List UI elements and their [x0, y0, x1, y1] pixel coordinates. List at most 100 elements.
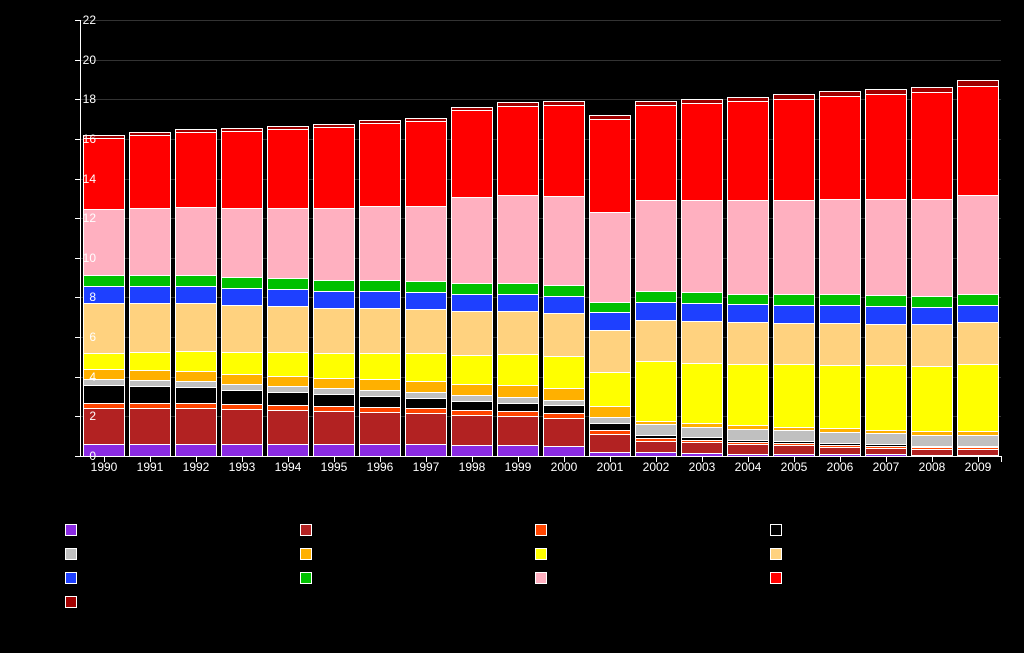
bar-segment-series-09	[865, 306, 906, 324]
legend-swatch	[535, 524, 547, 536]
bar-segment-series-02	[267, 410, 308, 444]
bar-segment-series-01	[313, 444, 354, 456]
legend-item-series-05	[65, 548, 300, 560]
y-tick-label: 0	[24, 449, 96, 463]
bar-column	[911, 87, 952, 456]
bar-segment-series-05	[635, 424, 676, 435]
bar-segment-series-11	[819, 199, 860, 294]
legend-item-series-01	[65, 524, 300, 536]
x-tick-label: 1993	[229, 460, 256, 474]
bar-segment-series-08	[359, 308, 400, 353]
y-tick-label: 8	[24, 290, 96, 304]
bar-segment-series-11	[865, 199, 906, 295]
x-tick-label: 2006	[827, 460, 854, 474]
bar-segment-series-08	[911, 324, 952, 366]
bar-segment-series-12	[957, 86, 998, 195]
bar-segment-series-04	[405, 398, 446, 409]
bar-segment-series-09	[727, 304, 768, 322]
bar-segment-series-07	[681, 363, 722, 423]
bar-segment-series-01	[543, 446, 584, 456]
bar-column	[313, 124, 354, 456]
legend-swatch	[300, 572, 312, 584]
bar-column	[451, 107, 492, 456]
bar-segment-series-08	[773, 323, 814, 365]
x-tick-label: 1994	[275, 460, 302, 474]
bar-segment-series-12	[543, 105, 584, 196]
bar-segment-series-11	[681, 200, 722, 292]
legend-swatch	[65, 548, 77, 560]
bar-segment-series-12	[681, 103, 722, 200]
bar-segment-series-08	[543, 313, 584, 356]
legend-swatch	[535, 572, 547, 584]
bar-segment-series-07	[175, 351, 216, 371]
bar-segment-series-02	[543, 418, 584, 446]
bar-segment-series-07	[865, 365, 906, 429]
bar-segment-series-07	[313, 353, 354, 378]
bar-segment-series-12	[129, 135, 170, 208]
bar-segment-series-10	[819, 294, 860, 305]
bar-column	[681, 99, 722, 456]
bar-segment-series-10	[267, 278, 308, 289]
bar-segment-series-10	[221, 277, 262, 288]
bar-segment-series-06	[359, 379, 400, 390]
bar-segment-series-08	[451, 311, 492, 355]
bar-segment-series-08	[83, 303, 124, 353]
bar-segment-series-04	[451, 401, 492, 411]
bar-segment-series-06	[543, 388, 584, 400]
bar-segment-series-06	[267, 376, 308, 386]
bar-segment-series-02	[221, 409, 262, 444]
legend-item-series-08	[770, 548, 1005, 560]
bar-segment-series-04	[497, 403, 538, 412]
bar-segment-series-10	[451, 283, 492, 294]
bar-segment-series-10	[83, 275, 124, 286]
bar-segment-series-07	[957, 364, 998, 431]
bar-segment-series-08	[267, 306, 308, 352]
bar-column	[865, 89, 906, 456]
x-tick-label: 2003	[689, 460, 716, 474]
bar-segment-series-01	[175, 444, 216, 456]
bar-segment-series-09	[497, 294, 538, 312]
bar-segment-series-09	[405, 292, 446, 310]
bar-segment-series-11	[129, 208, 170, 274]
bar-segment-series-04	[267, 392, 308, 406]
bar-segment-series-09	[451, 294, 492, 312]
bar-segment-series-12	[589, 119, 630, 212]
bar-segment-series-02	[497, 416, 538, 445]
bar-segment-series-11	[175, 207, 216, 274]
bar-segment-series-08	[681, 321, 722, 363]
legend-swatch	[65, 596, 77, 608]
bar-segment-series-02	[359, 412, 400, 444]
bar-segment-series-10	[313, 280, 354, 291]
bar-segment-series-09	[957, 305, 998, 323]
bar-segment-series-12	[405, 121, 446, 206]
bar-segment-series-06	[175, 371, 216, 381]
bar-segment-series-10	[957, 294, 998, 305]
bar-segment-series-07	[497, 354, 538, 385]
bar-segment-series-12	[175, 132, 216, 207]
bar-segment-series-11	[267, 208, 308, 277]
bar-column	[727, 97, 768, 456]
bar-segment-series-06	[313, 378, 354, 388]
bar-segment-series-07	[819, 365, 860, 428]
bar-segment-series-05	[865, 433, 906, 444]
bar-segment-series-12	[313, 127, 354, 208]
legend-swatch	[300, 524, 312, 536]
bar-segment-series-10	[359, 280, 400, 291]
bar-segment-series-06	[589, 406, 630, 418]
legend	[65, 518, 1005, 614]
x-tick-label: 1999	[505, 460, 532, 474]
bar-segment-series-12	[497, 106, 538, 195]
bar-segment-series-06	[451, 384, 492, 395]
bar-segment-series-12	[635, 105, 676, 200]
legend-swatch	[535, 548, 547, 560]
bar-column	[267, 126, 308, 456]
bar-segment-series-01	[451, 445, 492, 456]
y-tick-label: 20	[24, 53, 96, 67]
bar-segment-series-02	[773, 445, 814, 454]
legend-swatch	[770, 548, 782, 560]
bar-segment-series-02	[451, 415, 492, 445]
bar-segment-series-01	[129, 444, 170, 456]
x-tick-label: 1992	[183, 460, 210, 474]
bar-segment-series-07	[727, 364, 768, 425]
bar-segment-series-01	[497, 445, 538, 456]
